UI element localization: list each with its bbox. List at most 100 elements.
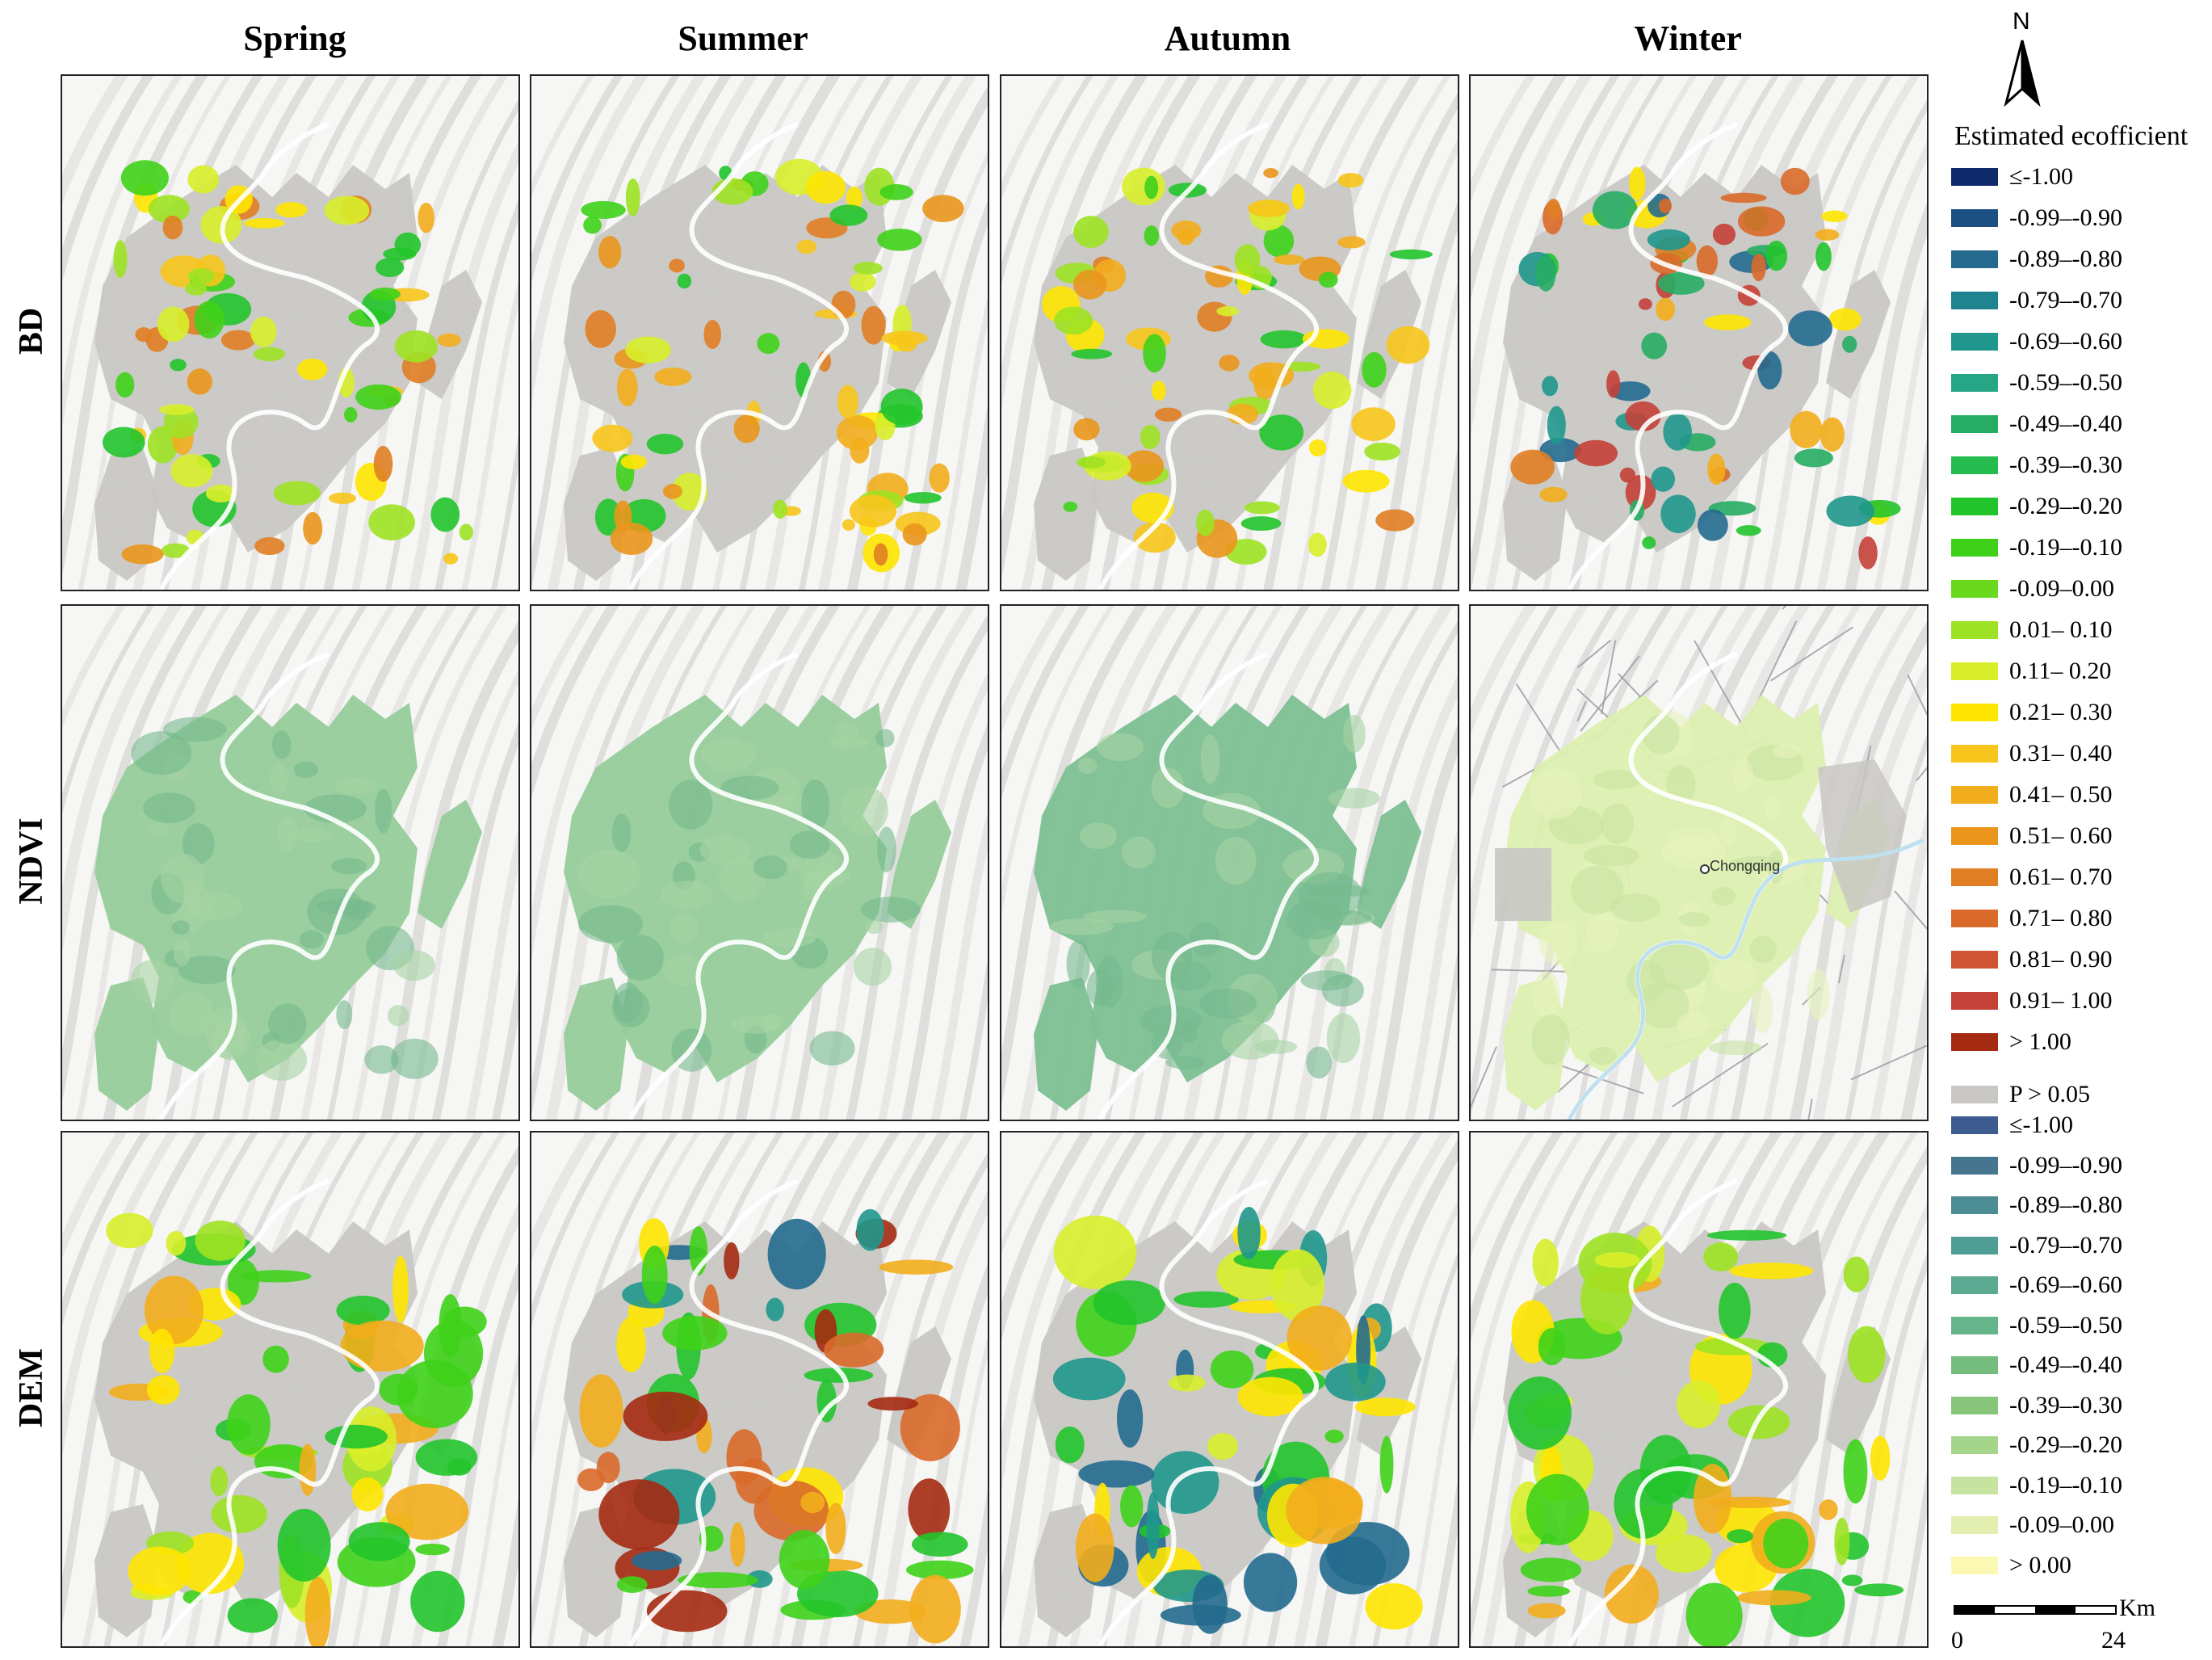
- legend-label: -0.79–-0.70: [2009, 287, 2122, 313]
- coefficient-patch: [1120, 1485, 1144, 1528]
- coefficient-patch: [170, 359, 187, 372]
- legend-item-dem: -0.49–-0.40: [1951, 1347, 2122, 1384]
- coefficient-patch: [1610, 893, 1661, 922]
- coefficient-patch: [243, 218, 285, 229]
- coefficient-patch: [1326, 1013, 1361, 1064]
- coefficient-patch: [912, 1532, 968, 1557]
- coefficient-patch: [730, 1522, 745, 1567]
- legend-item-bd: -0.19–-0.10: [1951, 529, 2122, 566]
- terrain-ridge: [62, 606, 183, 956]
- legend-label: ≤-1.00: [2009, 1112, 2073, 1138]
- coefficient-patch: [856, 1208, 884, 1251]
- coefficient-patch: [227, 1394, 271, 1455]
- legend-label: -0.99–-0.90: [2009, 1151, 2122, 1179]
- coefficient-patch: [800, 851, 846, 893]
- coefficient-patch: [1819, 1499, 1838, 1520]
- legend-item-bd: 0.31– 0.40: [1951, 735, 2113, 772]
- coefficient-patch: [146, 1375, 180, 1405]
- scale-bar-graphic: [1954, 1605, 2117, 1615]
- legend-item-dem: ≤-1.00: [1951, 1107, 2073, 1144]
- coefficient-patch: [646, 433, 684, 455]
- terrain-ridge: [491, 967, 518, 1120]
- coefficient-patch: [766, 1297, 784, 1322]
- terrain-ridge: [1471, 1133, 1535, 1256]
- coefficient-patch: [1123, 450, 1165, 482]
- coefficient-patch: [1076, 1513, 1114, 1582]
- legend-item-bd: 0.61– 0.70: [1951, 859, 2113, 896]
- coefficient-patch: [1243, 1553, 1298, 1612]
- coefficient-patch: [397, 1360, 473, 1429]
- coefficient-patch: [1342, 469, 1390, 493]
- coefficient-patch: [1614, 1469, 1673, 1539]
- coefficient-patch: [1638, 298, 1652, 310]
- coefficient-patch: [1270, 1249, 1324, 1322]
- legend-label: -0.29–-0.20: [2009, 493, 2122, 519]
- coefficient-patch: [1583, 845, 1640, 867]
- coefficient-patch: [103, 427, 145, 458]
- coefficient-patch: [170, 454, 213, 488]
- legend-swatch: [1951, 992, 1998, 1010]
- coefficient-patch: [1677, 1011, 1710, 1038]
- coefficient-patch: [1177, 228, 1195, 246]
- legend-item-bd: -0.59–-0.50: [1951, 364, 2122, 401]
- legend-swatch: [1951, 1476, 1998, 1494]
- terrain-ridge: [846, 614, 988, 1120]
- coefficient-patch: [876, 826, 896, 872]
- coefficient-patch: [1848, 1326, 1886, 1384]
- terrain-ridge: [62, 76, 128, 204]
- nonsignificant-area: [1495, 848, 1551, 921]
- terrain-ridge: [1001, 1133, 1123, 1490]
- legend-swatch: [1951, 374, 1998, 392]
- coefficient-patch: [669, 258, 685, 273]
- urban-area: [564, 977, 628, 1111]
- coefficient-patch: [1697, 509, 1728, 541]
- legend-swatch: [1951, 292, 1998, 309]
- coefficient-patch: [166, 1230, 187, 1256]
- coefficient-patch: [174, 938, 191, 967]
- legend-swatch: [1951, 662, 1998, 680]
- coefficient-patch: [1589, 1046, 1617, 1065]
- coefficient-patch: [1736, 1590, 1811, 1606]
- terrain-ridge: [955, 404, 988, 590]
- coefficient-patch: [1703, 314, 1752, 330]
- coefficient-patch: [364, 1045, 399, 1074]
- coefficient-patch: [1703, 1242, 1739, 1271]
- terrain-ridge: [1471, 606, 1589, 943]
- coefficient-patch: [369, 287, 401, 301]
- legend-item-dem: -0.19–-0.10: [1951, 1467, 2122, 1504]
- legend-item-bd: -0.89–-0.80: [1951, 241, 2122, 278]
- legend-swatch: [1951, 910, 1998, 927]
- coefficient-patch: [1706, 1229, 1787, 1241]
- terrain-ridge: [1870, 812, 1927, 1120]
- coefficient-patch: [879, 184, 913, 200]
- coefficient-patch: [1049, 918, 1114, 935]
- city-label-chongqing: Chongqing: [1710, 858, 1781, 874]
- coefficient-patch: [1308, 439, 1327, 457]
- terrain-ridge: [531, 606, 653, 961]
- row-label-ndvi: NDVI: [13, 817, 50, 905]
- coefficient-patch: [1854, 1583, 1904, 1597]
- coefficient-patch: [1539, 486, 1568, 502]
- coefficient-patch: [1286, 1477, 1362, 1544]
- legend-swatch: [1951, 786, 1998, 804]
- season-header-autumn: Autumn: [1164, 19, 1291, 58]
- terrain-ridge: [1001, 76, 1119, 411]
- legend-swatch: [1951, 1516, 1998, 1534]
- legend-swatch: [1951, 621, 1998, 639]
- road: [1491, 969, 1572, 973]
- coefficient-patch: [375, 788, 392, 834]
- row-label-dem: DEM: [13, 1348, 50, 1427]
- coefficient-patch: [583, 216, 602, 234]
- terrain-ridge: [437, 1262, 518, 1646]
- coefficient-patch: [159, 404, 195, 415]
- urban-area: [1357, 800, 1421, 929]
- coefficient-patch: [1772, 744, 1802, 759]
- coefficient-patch: [1539, 438, 1581, 463]
- terrain-ridge: [62, 1133, 150, 1326]
- coefficient-patch: [187, 267, 215, 285]
- coefficient-patch: [654, 368, 692, 386]
- legend-item-dem: -0.69–-0.60: [1951, 1267, 2122, 1304]
- coefficient-patch: [1655, 1534, 1712, 1573]
- legend-label: -0.09–0.00: [2009, 575, 2114, 602]
- coefficient-patch: [336, 1000, 353, 1030]
